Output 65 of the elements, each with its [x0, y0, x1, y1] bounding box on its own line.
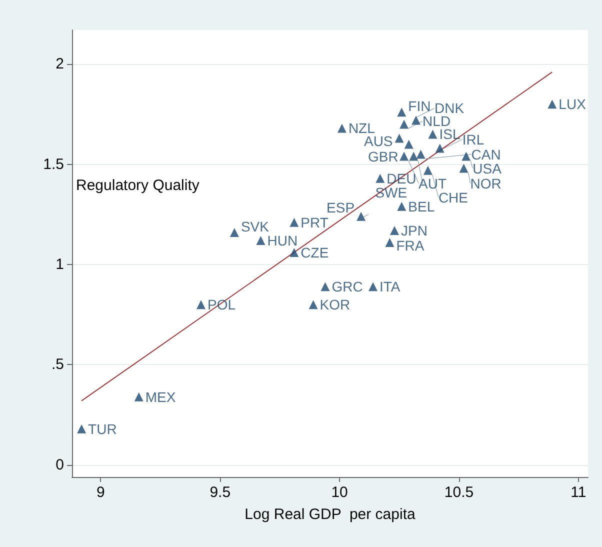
point — [428, 130, 438, 139]
point — [256, 236, 266, 245]
point — [400, 152, 409, 161]
data-label: GBR — [368, 148, 398, 164]
data-label: TUR — [88, 420, 117, 437]
data-label: SWE — [375, 184, 408, 200]
x-tick-label: 9 — [96, 484, 105, 501]
point — [423, 166, 432, 175]
data-label: MEX — [145, 388, 176, 405]
y-tick-label: 2 — [56, 56, 64, 73]
point — [397, 202, 406, 211]
data-label: ESP — [326, 199, 355, 216]
data-label: USA — [472, 160, 502, 176]
point — [409, 152, 418, 161]
data-label: BEL — [408, 198, 435, 214]
x-tick-label: 10.5 — [444, 484, 474, 501]
data-label: GRC — [332, 278, 363, 295]
y-axis-title: Regulatory Quality — [76, 177, 200, 194]
point — [435, 144, 444, 153]
point — [459, 164, 468, 173]
point — [290, 218, 299, 227]
point — [308, 300, 318, 310]
point — [77, 424, 86, 434]
point — [404, 140, 414, 149]
point — [416, 150, 426, 159]
data-label: JPN — [401, 222, 428, 238]
point — [230, 228, 239, 237]
point — [376, 174, 385, 183]
point — [356, 212, 366, 221]
data-label: FRA — [396, 237, 425, 254]
data-label: PRT — [300, 214, 329, 230]
point — [390, 226, 399, 235]
y-tick-label: 1.5 — [43, 156, 64, 173]
data-label: HUN — [267, 232, 298, 248]
data-label: ITA — [380, 278, 401, 295]
y-tick-label: 1 — [56, 256, 64, 274]
point — [397, 108, 406, 117]
x-tick-label: 10 — [331, 484, 348, 501]
point — [337, 124, 346, 133]
data-label: CHE — [438, 189, 468, 206]
point — [385, 238, 394, 247]
x-tick-label: 9.5 — [210, 484, 231, 501]
data-label: NOR — [470, 175, 502, 192]
point — [400, 120, 409, 129]
data-label: IRL — [462, 131, 484, 148]
y-tick-label: 0 — [56, 456, 64, 474]
point — [320, 282, 330, 292]
y-tick-label: .5 — [51, 356, 64, 374]
point — [412, 116, 420, 125]
point — [548, 100, 557, 109]
point — [368, 282, 378, 292]
data-label: FIN — [408, 98, 431, 114]
x-tick-label: 11 — [570, 484, 586, 501]
point — [462, 152, 471, 161]
point — [134, 392, 144, 402]
point — [394, 134, 404, 143]
data-label: LUX — [558, 96, 587, 112]
data-label: SVK — [240, 218, 270, 234]
data-label: CAN — [471, 146, 501, 162]
point — [290, 248, 299, 257]
data-label: KOR — [320, 296, 350, 313]
data-label: CZE — [300, 244, 329, 260]
point — [196, 300, 206, 310]
x-axis-title: Log Real GDP per capita — [244, 506, 416, 523]
data-label: AUT — [418, 175, 448, 192]
